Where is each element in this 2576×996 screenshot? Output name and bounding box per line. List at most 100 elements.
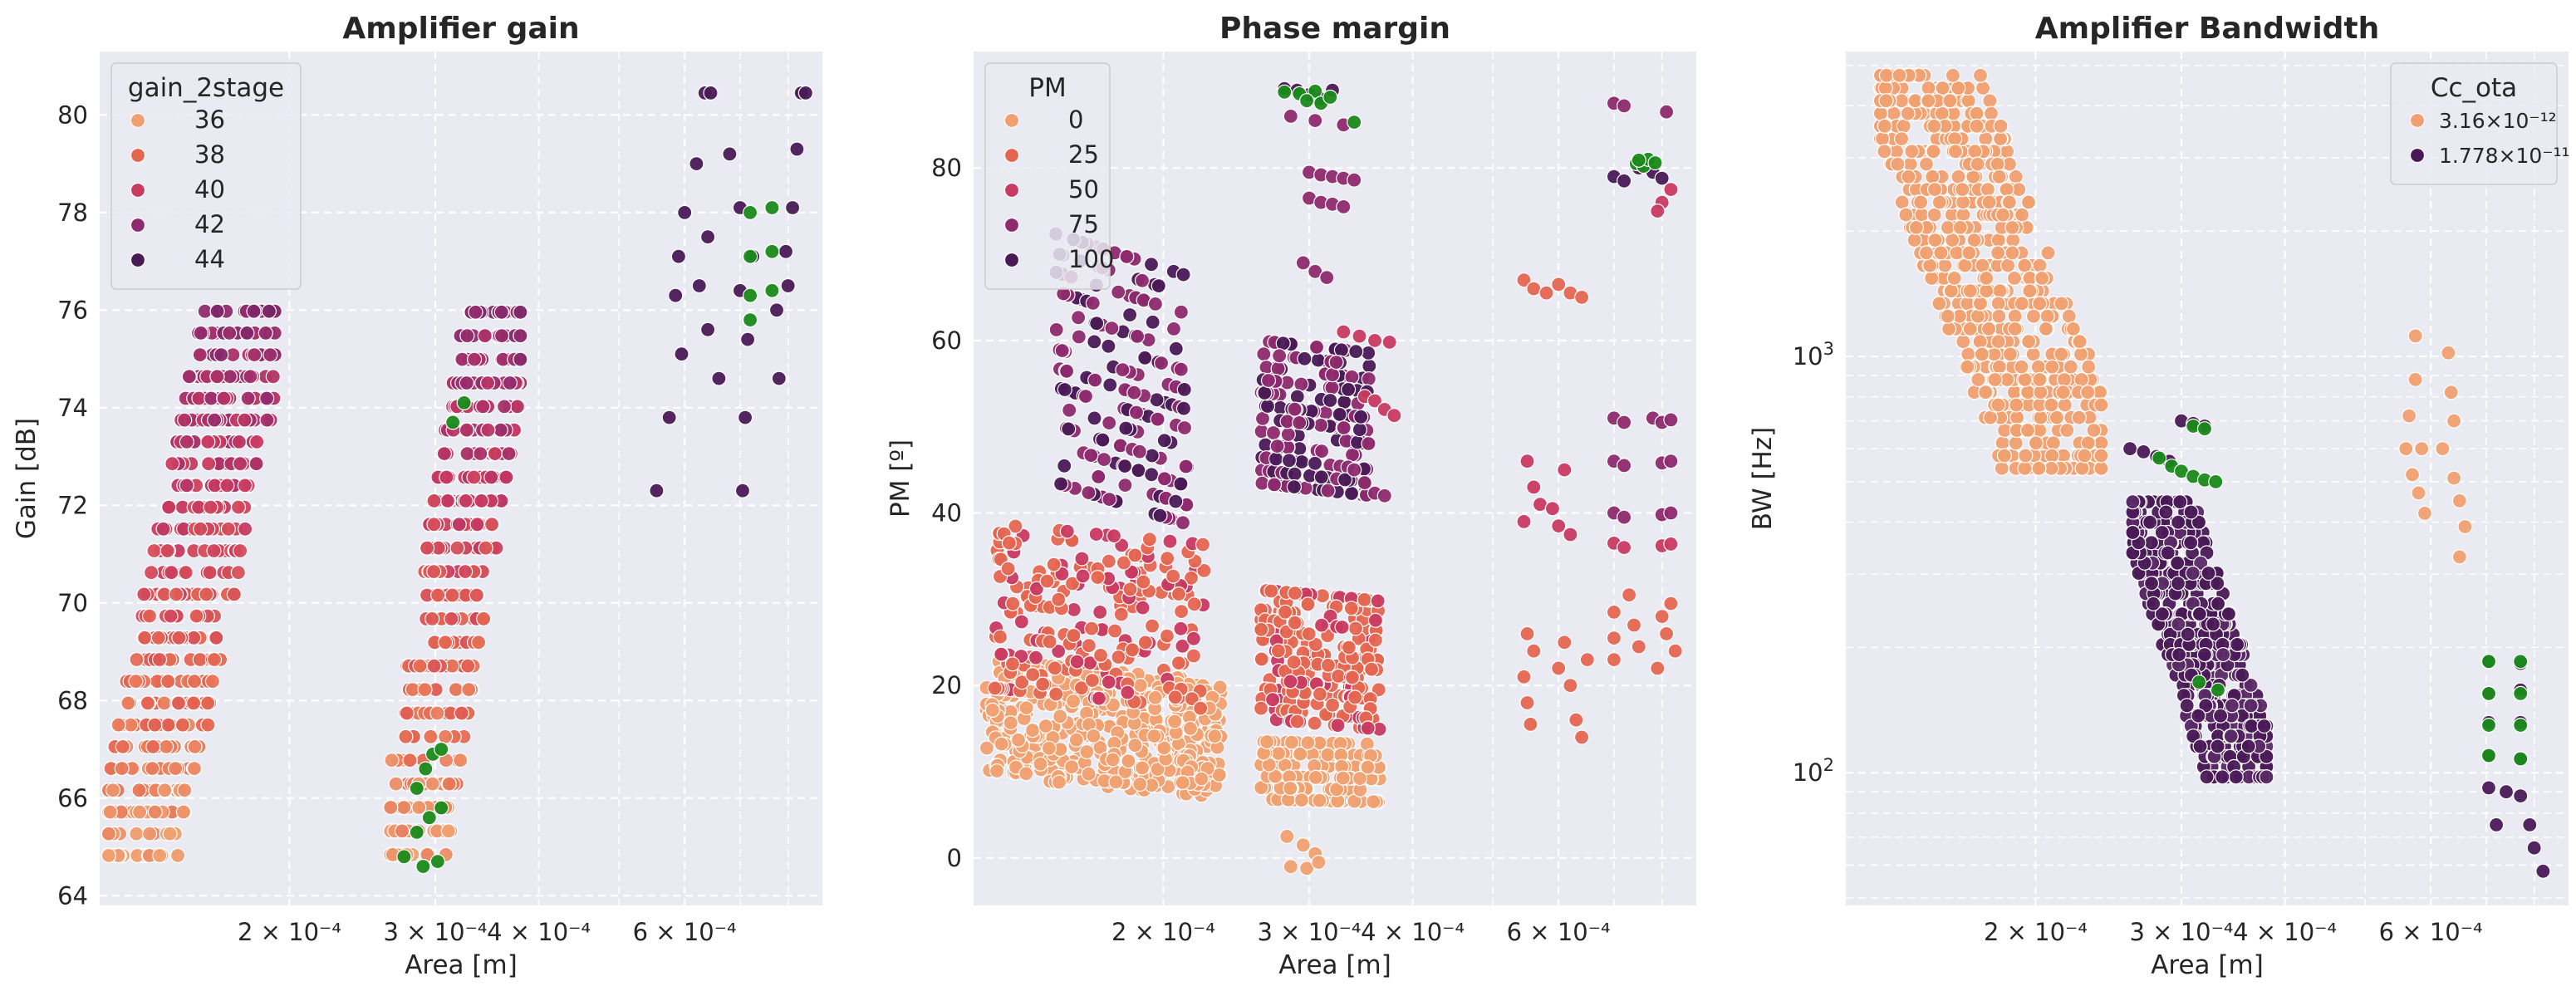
data-point [2032, 371, 2048, 388]
y-axis-label: BW [Hz] [1748, 427, 1778, 530]
data-point [1918, 245, 1935, 261]
data-point [398, 729, 414, 744]
data-point [1095, 432, 1111, 448]
subplot-phase-margin: Phase margin Area [m] PM [º] 2 × 10⁻⁴ 3 × 10… [886, 12, 1696, 980]
data-point [1908, 219, 1924, 235]
data-point [2061, 308, 2077, 324]
x-tick-label: 4 × 10⁻⁴ [2233, 918, 2337, 946]
data-point [1924, 270, 1940, 286]
x-tick-label: 6 × 10⁻⁴ [2379, 918, 2483, 946]
data-point [1658, 104, 1675, 120]
data-point [147, 717, 163, 733]
data-point [1650, 204, 1666, 219]
data-point [1063, 759, 1080, 775]
legend-label: 0 [1068, 105, 1083, 134]
data-point [1322, 392, 1338, 409]
highlight-point [2513, 717, 2529, 734]
data-point [1348, 344, 1364, 360]
data-point [2489, 817, 2505, 833]
data-point [737, 410, 753, 425]
data-point [469, 517, 485, 532]
data-point [1051, 774, 1067, 790]
data-point [155, 521, 171, 537]
data-point [1176, 381, 1192, 397]
data-point [206, 542, 222, 559]
data-point [399, 705, 415, 721]
data-point [141, 608, 158, 624]
legend-box [110, 62, 302, 290]
data-point [1519, 454, 1535, 469]
data-point [2080, 435, 2096, 451]
data-point [2196, 646, 2212, 663]
data-point [1913, 194, 1929, 210]
data-point [1018, 766, 1034, 782]
data-point [1028, 650, 1044, 665]
data-point [219, 478, 235, 493]
x-tick-label: 6 × 10⁻⁴ [1507, 918, 1611, 946]
data-point [1878, 67, 1894, 83]
data-point [1038, 718, 1053, 734]
legend-title: gain_2stage [128, 73, 284, 103]
data-point [1106, 623, 1123, 639]
data-point [1087, 334, 1102, 350]
data-point [2230, 636, 2245, 653]
data-point [246, 303, 262, 319]
data-point [1028, 581, 1045, 596]
data-point [1952, 219, 1968, 235]
data-point [192, 347, 208, 363]
data-point [1168, 493, 1184, 509]
data-point [509, 399, 525, 415]
data-point [670, 248, 687, 264]
highlight-point [2480, 654, 2497, 670]
data-point [1979, 283, 1995, 299]
data-point [231, 434, 247, 450]
data-point [1961, 245, 1977, 261]
data-point [493, 304, 509, 320]
data-point [384, 753, 400, 768]
data-point [483, 469, 499, 485]
data-point [1926, 207, 1942, 223]
data-point [1073, 680, 1090, 696]
data-point [1991, 169, 2007, 184]
legend-label: 42 [194, 210, 225, 238]
data-point [1526, 281, 1542, 297]
data-point [2004, 245, 2020, 261]
legend-marker [1003, 217, 1020, 233]
data-point [1606, 604, 1622, 621]
data-point [1341, 640, 1357, 655]
data-point [1551, 660, 1567, 676]
data-point [459, 375, 474, 391]
data-point [419, 540, 435, 556]
data-point [501, 445, 517, 462]
data-point [168, 760, 184, 777]
data-point [2056, 371, 2073, 388]
data-point [457, 563, 473, 580]
data-point [1081, 766, 1097, 782]
data-point [136, 586, 152, 602]
data-point [1143, 257, 1160, 272]
data-point [1283, 859, 1298, 875]
data-point [1343, 601, 1359, 616]
data-point [1257, 385, 1273, 401]
data-point [239, 325, 255, 341]
data-point [2407, 328, 2423, 344]
data-point [437, 729, 454, 744]
data-point [430, 587, 446, 603]
data-point [1132, 776, 1148, 792]
data-point [1360, 759, 1376, 775]
data-point [426, 563, 442, 580]
data-point [1286, 654, 1302, 670]
data-point [1307, 455, 1323, 471]
data-point [439, 493, 456, 509]
data-point [159, 738, 174, 755]
data-point [2044, 359, 2060, 375]
data-point [2171, 646, 2187, 663]
data-point [1551, 518, 1567, 534]
data-point [1004, 656, 1021, 672]
data-point [1987, 371, 2003, 388]
data-point [1121, 753, 1136, 769]
data-point [2154, 524, 2170, 541]
data-point [453, 753, 469, 768]
data-point [1075, 568, 1091, 584]
data-point [451, 517, 467, 532]
